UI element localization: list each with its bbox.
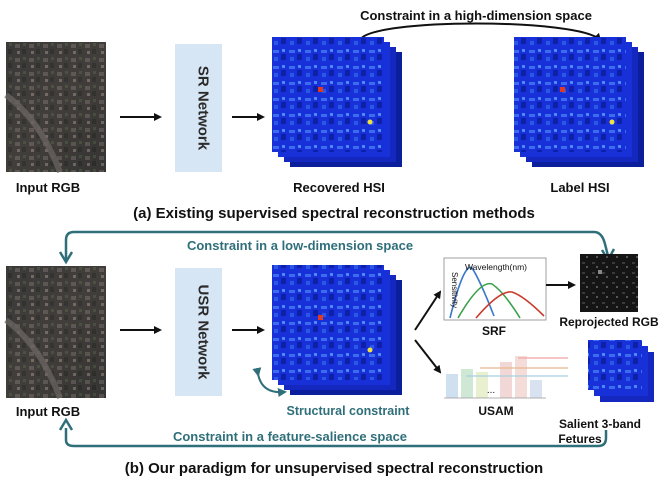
caption-a: (a) Existing supervised spectral reconst… bbox=[133, 205, 535, 222]
low-constraint-line bbox=[64, 230, 610, 260]
usr-network-box bbox=[175, 268, 222, 396]
srf-plot bbox=[443, 257, 547, 321]
salient-label-line2: Fetures bbox=[558, 432, 602, 446]
srf-red-curve bbox=[475, 291, 545, 319]
sr-network-box bbox=[175, 44, 222, 172]
usam-title: USAM bbox=[478, 404, 513, 418]
caption-b: (b) Our paradigm for unsupervised spectr… bbox=[125, 460, 543, 477]
input-rgb-image-top bbox=[4, 42, 106, 174]
low-constraint-text: Constraint in a low-dimension space bbox=[187, 238, 413, 253]
srf-green-curve bbox=[457, 282, 521, 319]
label-hsi-cube bbox=[514, 37, 644, 167]
salient-feature-cube bbox=[588, 340, 654, 402]
usam-bar bbox=[446, 374, 458, 398]
feature-constraint-text: Constraint in a feature-salience space bbox=[173, 429, 407, 444]
usam-bar bbox=[500, 362, 512, 398]
reprojected-rgb-label: Reprojected RGB bbox=[559, 315, 659, 329]
usam-ellipsis: ... bbox=[487, 385, 495, 396]
srf-wavelength-label: Wavelength(nm) bbox=[465, 262, 527, 272]
structural-constraint-text: Structural constraint bbox=[287, 404, 411, 418]
low-constraint-arrow-left bbox=[58, 251, 74, 265]
usam-bar bbox=[515, 356, 527, 398]
srf-title: SRF bbox=[482, 324, 506, 338]
recovered-hsi-cube bbox=[272, 37, 402, 167]
high-constraint-arc bbox=[353, 22, 602, 48]
srf-sensitivity-label: Sensitivity bbox=[450, 272, 459, 308]
usr-network-label: USR Network bbox=[195, 284, 212, 380]
input-rgb-label-bottom: Input RGB bbox=[16, 404, 80, 419]
usam-bar bbox=[530, 380, 542, 398]
reprojected-rgb-image bbox=[580, 254, 638, 312]
sr-network-label: SR Network bbox=[195, 66, 212, 151]
structural-constraint-arrow bbox=[252, 367, 287, 398]
recovered-hsi-label: Recovered HSI bbox=[293, 180, 385, 195]
input-rgb-label-top: Input RGB bbox=[16, 180, 80, 195]
arrow-to-usam bbox=[414, 339, 442, 374]
usam-bar bbox=[461, 369, 473, 398]
salient-label-line1: Salient 3-band bbox=[559, 417, 641, 431]
feature-constraint-arrow-left bbox=[58, 417, 74, 431]
usam-bars bbox=[444, 356, 568, 399]
feature-constraint-line bbox=[64, 428, 608, 448]
recovered-hsi-cube-bottom bbox=[272, 265, 402, 395]
srf-blue-curve bbox=[449, 266, 495, 319]
label-hsi-label: Label HSI bbox=[550, 180, 609, 195]
input-rgb-image-bottom bbox=[4, 266, 106, 400]
high-constraint-text: Constraint in a high-dimension space bbox=[360, 8, 592, 23]
arrow-to-srf bbox=[414, 290, 442, 331]
usam-bar bbox=[476, 372, 488, 398]
